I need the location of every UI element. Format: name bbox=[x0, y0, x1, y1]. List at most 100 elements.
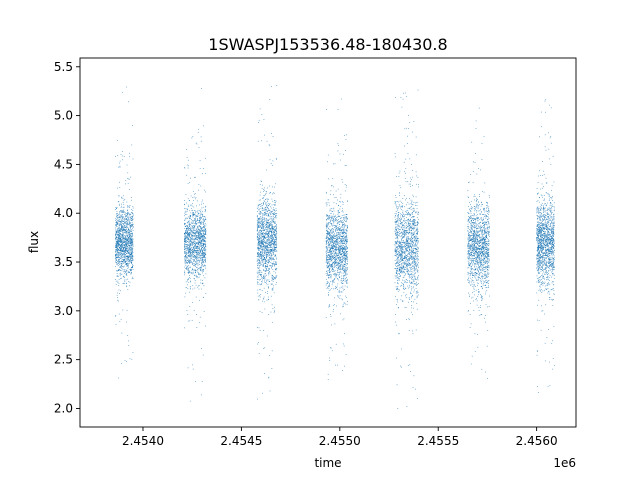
data-point bbox=[270, 258, 272, 259]
data-point bbox=[327, 239, 329, 241]
data-point bbox=[331, 233, 333, 234]
data-point bbox=[129, 240, 130, 242]
data-point bbox=[262, 227, 264, 229]
data-point bbox=[263, 215, 265, 216]
data-point bbox=[257, 247, 258, 248]
data-point bbox=[186, 237, 187, 239]
data-point bbox=[274, 223, 275, 224]
data-point bbox=[121, 240, 123, 242]
data-point bbox=[199, 233, 200, 235]
data-point bbox=[122, 239, 124, 240]
data-point bbox=[184, 235, 186, 237]
data-point bbox=[129, 249, 131, 250]
data-point bbox=[261, 236, 262, 238]
data-point bbox=[126, 252, 127, 254]
data-point bbox=[202, 234, 204, 236]
data-point bbox=[186, 252, 187, 253]
data-point bbox=[120, 222, 122, 224]
data-point bbox=[273, 260, 275, 262]
data-point bbox=[269, 247, 271, 248]
data-point bbox=[263, 255, 264, 256]
data-point bbox=[268, 256, 270, 258]
data-point bbox=[273, 243, 274, 244]
data-point bbox=[333, 241, 335, 243]
data-point bbox=[334, 224, 335, 226]
data-point bbox=[267, 227, 269, 228]
data-point bbox=[204, 249, 206, 251]
data-point bbox=[270, 216, 272, 217]
data-point bbox=[184, 238, 185, 240]
data-point bbox=[339, 266, 341, 267]
data-point bbox=[327, 259, 329, 261]
data-point bbox=[198, 243, 199, 244]
data-point bbox=[265, 292, 266, 293]
data-point bbox=[267, 268, 269, 270]
data-point bbox=[201, 255, 203, 257]
data-point bbox=[194, 214, 195, 216]
data-point bbox=[274, 311, 275, 312]
data-point bbox=[346, 279, 348, 280]
data-point bbox=[126, 242, 128, 243]
data-point bbox=[123, 269, 125, 271]
data-point bbox=[271, 231, 272, 233]
data-point bbox=[199, 267, 201, 268]
data-point bbox=[203, 269, 204, 271]
data-point bbox=[258, 224, 260, 226]
data-point bbox=[128, 224, 129, 225]
data-point bbox=[120, 217, 122, 219]
data-point bbox=[189, 234, 190, 235]
data-point bbox=[194, 239, 196, 240]
data-point bbox=[128, 247, 129, 249]
data-point bbox=[328, 271, 330, 273]
data-point bbox=[129, 207, 130, 208]
data-point bbox=[268, 221, 269, 223]
data-point bbox=[193, 247, 194, 248]
data-point bbox=[197, 238, 198, 240]
data-point bbox=[263, 245, 265, 247]
data-point bbox=[272, 279, 273, 281]
data-point bbox=[258, 221, 260, 223]
data-point bbox=[199, 233, 201, 235]
data-point bbox=[185, 214, 186, 215]
data-point bbox=[343, 275, 344, 276]
data-point bbox=[270, 239, 272, 241]
data-point bbox=[125, 273, 127, 275]
data-point bbox=[273, 249, 275, 251]
data-point bbox=[198, 288, 200, 290]
data-point bbox=[203, 311, 205, 312]
data-point bbox=[261, 271, 263, 273]
data-point bbox=[186, 209, 188, 211]
data-point bbox=[332, 256, 333, 258]
data-point bbox=[261, 228, 263, 229]
data-point bbox=[328, 287, 330, 289]
data-point bbox=[205, 238, 207, 239]
data-point bbox=[120, 211, 122, 213]
data-point bbox=[124, 259, 125, 260]
data-point bbox=[259, 289, 261, 291]
data-point bbox=[118, 243, 120, 245]
data-point bbox=[269, 268, 270, 270]
data-point bbox=[327, 275, 329, 277]
data-point bbox=[189, 235, 190, 237]
data-point bbox=[335, 252, 336, 253]
data-point bbox=[125, 272, 126, 273]
data-point bbox=[260, 254, 261, 256]
data-point bbox=[192, 252, 194, 254]
data-point bbox=[127, 214, 128, 216]
data-point bbox=[125, 248, 127, 249]
data-point bbox=[261, 224, 263, 225]
data-point bbox=[192, 256, 194, 258]
data-point bbox=[128, 215, 130, 217]
data-point bbox=[187, 225, 188, 227]
data-point bbox=[265, 270, 267, 272]
data-point bbox=[189, 245, 191, 246]
data-point bbox=[118, 228, 120, 229]
data-point bbox=[125, 256, 127, 258]
data-point bbox=[188, 247, 189, 249]
data-point bbox=[187, 320, 189, 322]
data-point bbox=[199, 226, 201, 228]
data-point bbox=[184, 208, 186, 210]
data-point bbox=[196, 263, 197, 265]
data-point bbox=[130, 242, 132, 243]
data-point bbox=[274, 242, 276, 243]
